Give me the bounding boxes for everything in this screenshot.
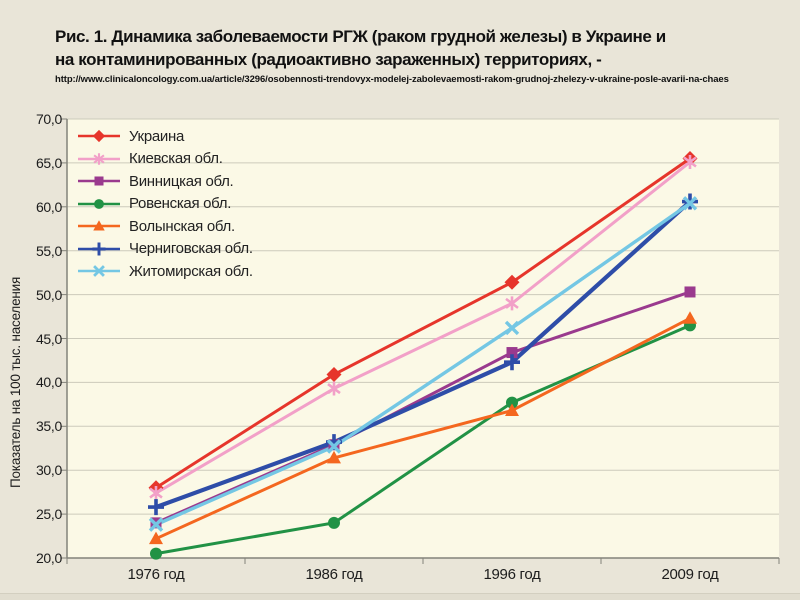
- series-marker-asterisk: [93, 153, 105, 165]
- x-tick-label: 1976 год: [127, 566, 185, 583]
- series-marker-triangle: [327, 450, 341, 464]
- legend-item: Ровенская обл.: [78, 193, 253, 216]
- series-marker-circle: [94, 198, 104, 209]
- legend-label: Волынская обл.: [129, 217, 235, 235]
- x-tick-label: 2009 год: [661, 566, 719, 583]
- plot-svg: [61, 118, 780, 564]
- legend-item: Винницкая обл.: [78, 170, 253, 193]
- series-line: [155, 201, 691, 527]
- series-marker-triangle: [505, 403, 519, 416]
- series-line: [155, 199, 692, 510]
- legend-marker-icon: [78, 242, 120, 256]
- series-marker-diamond: [326, 366, 342, 382]
- series-marker-triangle: [149, 531, 163, 545]
- series-marker-asterisk: [505, 296, 519, 311]
- legend-item: Украина: [78, 125, 253, 148]
- y-tick-label: 25,0: [35, 506, 62, 523]
- series-marker-x: [93, 265, 105, 278]
- legend-label: Винницкая обл.: [129, 172, 234, 190]
- legend-marker-icon: [78, 265, 120, 278]
- y-tick-label: 70,0: [35, 111, 62, 127]
- legend-label: Украина: [129, 127, 185, 145]
- x-tick-label: 1986 год: [305, 566, 363, 583]
- series-marker-diamond: [92, 130, 106, 143]
- series-marker-diamond: [504, 274, 520, 290]
- y-tick-label: 65,0: [35, 154, 62, 171]
- figure-title-line2: на контаминированных (радиоактивно зараж…: [55, 49, 602, 69]
- series-marker-x: [326, 439, 342, 454]
- series-line: [155, 316, 691, 541]
- x-tick-label: 1996 год: [483, 566, 541, 583]
- series-marker-circle: [150, 547, 162, 560]
- series-marker-asterisk: [683, 155, 697, 170]
- legend-marker-icon: [78, 198, 120, 209]
- series-line: [155, 160, 691, 495]
- series-marker-plus: [504, 354, 520, 371]
- source-url: http://www.clinicaloncology.com.ua/artic…: [55, 74, 729, 86]
- series-marker-circle: [506, 396, 518, 409]
- series-marker-asterisk: [327, 381, 341, 396]
- plot-area: Украина Киевская обл. Винницкая обл. Ровенс…: [61, 118, 780, 564]
- y-tick-label: 45,0: [35, 330, 62, 347]
- y-tick-label: 20,0: [35, 550, 62, 566]
- legend-marker-icon: [78, 153, 120, 165]
- series-marker-x: [504, 320, 520, 336]
- legend-marker-icon: [78, 220, 120, 231]
- legend-marker-icon: [78, 176, 120, 186]
- legend-item: Житомирская обл.: [78, 260, 253, 283]
- y-tick-label: 55,0: [35, 242, 62, 259]
- legend-item: Черниговская обл.: [78, 238, 253, 261]
- series-marker-square: [94, 176, 104, 186]
- legend-label: Житомирская обл.: [129, 262, 253, 280]
- series-marker-x: [148, 517, 164, 532]
- series-marker-plus: [148, 499, 164, 516]
- legend-item: Киевская обл.: [78, 148, 253, 171]
- legend-marker-icon: [78, 130, 120, 143]
- bottom-strip: [0, 593, 800, 600]
- y-tick-label: 30,0: [35, 462, 62, 479]
- legend-label: Киевская обл.: [129, 150, 223, 168]
- legend-label: Ровенская обл.: [129, 195, 232, 213]
- figure-caption: Рис. 1. Динамика заболеваемости РГЖ (рак…: [55, 26, 755, 87]
- series-line: [155, 157, 691, 490]
- series-marker-circle: [328, 516, 340, 529]
- y-tick-label: 60,0: [35, 198, 62, 215]
- y-tick-label: 35,0: [35, 418, 62, 435]
- legend-label: Черниговская обл.: [129, 240, 253, 258]
- legend: Украина Киевская обл. Винницкая обл. Ровенс…: [78, 125, 253, 283]
- series-marker-triangle: [683, 311, 697, 324]
- figure-title-line1: Рис. 1. Динамика заболеваемости РГЖ (рак…: [55, 27, 666, 46]
- series-marker-square: [684, 286, 696, 298]
- legend-item: Волынская обл.: [78, 215, 253, 238]
- y-tick-label: 40,0: [35, 374, 62, 391]
- series-marker-plus: [92, 242, 106, 256]
- series-marker-triangle: [93, 220, 105, 231]
- series-marker-asterisk: [149, 486, 163, 501]
- series-marker-square: [506, 347, 518, 359]
- y-tick-label: 50,0: [35, 286, 62, 303]
- series-marker-x: [682, 196, 698, 211]
